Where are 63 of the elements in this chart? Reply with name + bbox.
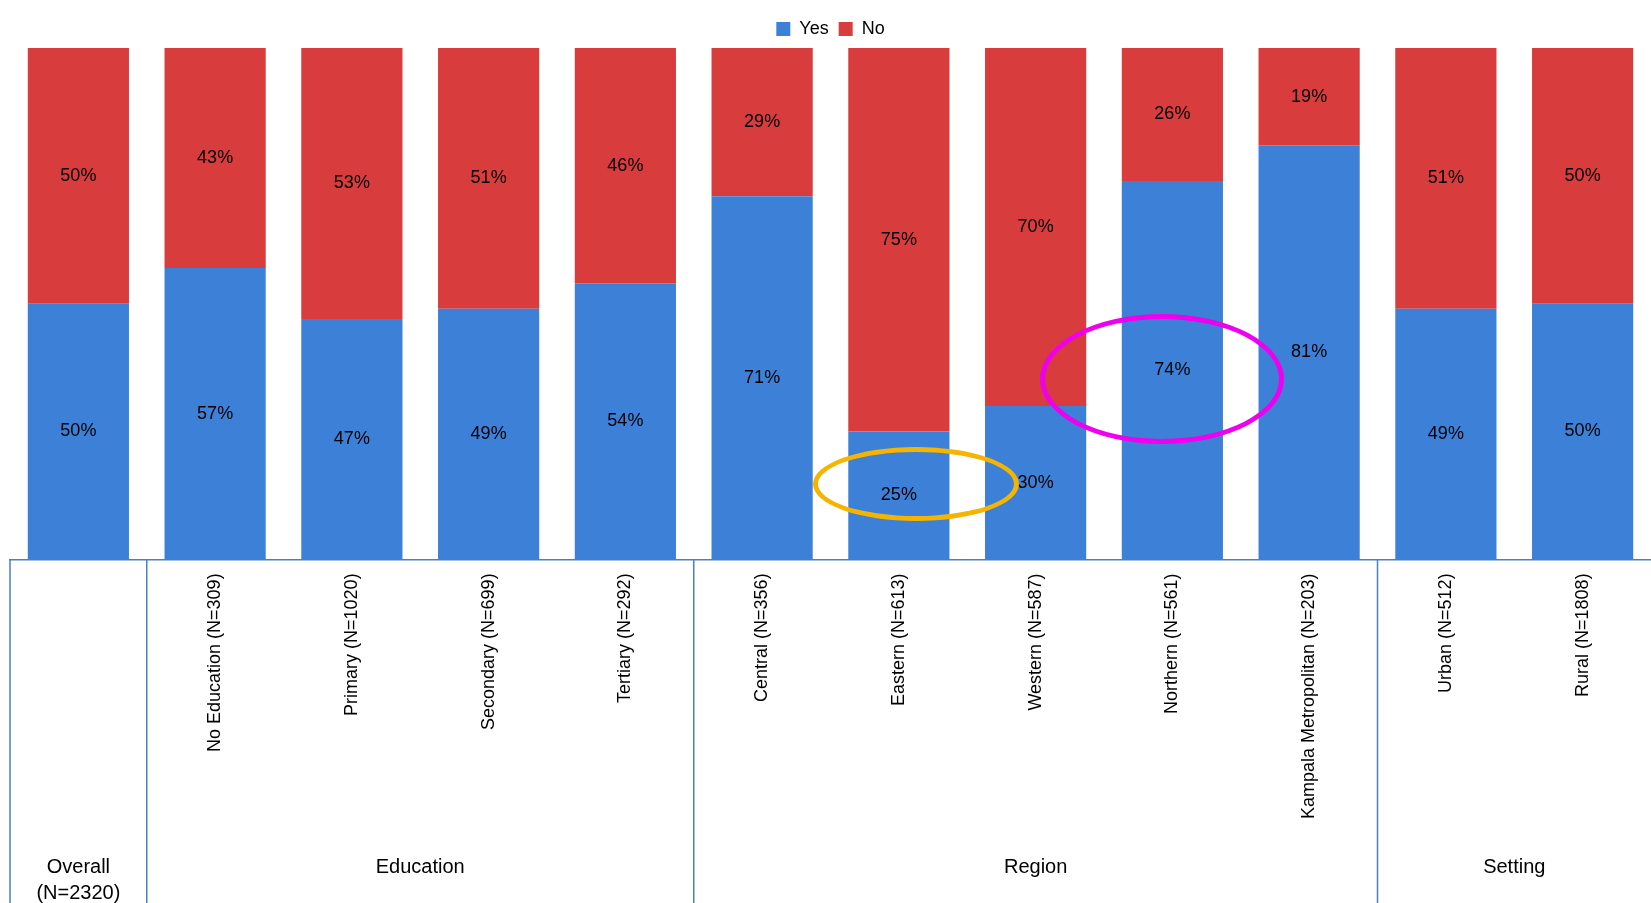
bar — [848, 48, 950, 432]
x-tick-label: Western (N=587) — [1024, 573, 1045, 711]
bar — [27, 48, 129, 304]
x-tick-label: Secondary (N=699) — [477, 573, 498, 730]
data-label: 29% — [744, 111, 781, 132]
data-label: 49% — [470, 423, 507, 444]
data-label: 74% — [1154, 359, 1191, 380]
data-label: 57% — [197, 402, 234, 423]
data-label: 50% — [60, 164, 97, 185]
data-label: 75% — [880, 228, 917, 249]
text: Setting — [1483, 854, 1546, 877]
bar — [1532, 303, 1634, 560]
data-label: 51% — [1427, 167, 1464, 188]
bar — [164, 267, 266, 560]
data-label: 46% — [607, 154, 644, 175]
x-tick-label: Northern (N=561) — [1161, 573, 1182, 714]
data-label: 30% — [1017, 471, 1054, 492]
data-label: 43% — [197, 146, 234, 167]
x-tick-label: Primary (N=1020) — [340, 573, 361, 716]
bar — [301, 319, 403, 560]
bar — [574, 48, 676, 284]
bar — [438, 308, 540, 560]
bar — [438, 48, 540, 309]
bar — [1395, 308, 1497, 560]
bar — [27, 303, 129, 560]
bar — [574, 283, 676, 560]
data-label: 53% — [333, 172, 370, 193]
bar — [1258, 145, 1360, 560]
data-label: 47% — [333, 428, 370, 449]
data-label: 26% — [1154, 103, 1191, 124]
text: Overall (N=2320) — [36, 854, 121, 903]
bar — [164, 48, 266, 268]
text: Region — [1003, 854, 1068, 877]
data-label: 54% — [607, 410, 644, 431]
bar — [1121, 48, 1223, 181]
text: Education — [375, 854, 465, 877]
data-label: 25% — [880, 484, 917, 505]
bar — [985, 405, 1087, 560]
x-tick-label: Rural (N=1808) — [1571, 573, 1592, 697]
x-tick-label: Urban (N=512) — [1434, 573, 1455, 693]
data-label: 70% — [1017, 215, 1054, 236]
bar — [1258, 48, 1360, 146]
bar — [985, 48, 1087, 406]
data-label: 50% — [1564, 420, 1601, 441]
data-label: 81% — [1291, 341, 1328, 362]
legend-label: Yes — [799, 17, 829, 38]
bar — [1532, 48, 1634, 304]
x-tick-label: Tertiary (N=292) — [614, 573, 635, 703]
x-tick-label: Eastern (N=613) — [887, 573, 908, 706]
bar — [301, 48, 403, 320]
bar — [1395, 48, 1497, 309]
data-label: 50% — [60, 420, 97, 441]
data-label: 50% — [1564, 164, 1601, 185]
data-label: 19% — [1291, 85, 1328, 106]
bar — [711, 196, 813, 560]
data-label: 51% — [470, 167, 507, 188]
x-tick-label: Kampala Metropolitan (N=203) — [1298, 573, 1319, 820]
x-tick-label: No Education (N=309) — [204, 573, 225, 752]
legend-label: No — [861, 17, 885, 38]
data-label: 49% — [1427, 423, 1464, 444]
x-tick-label: Central (N=356) — [751, 573, 772, 702]
bar — [711, 48, 813, 197]
data-label: 71% — [744, 366, 781, 387]
